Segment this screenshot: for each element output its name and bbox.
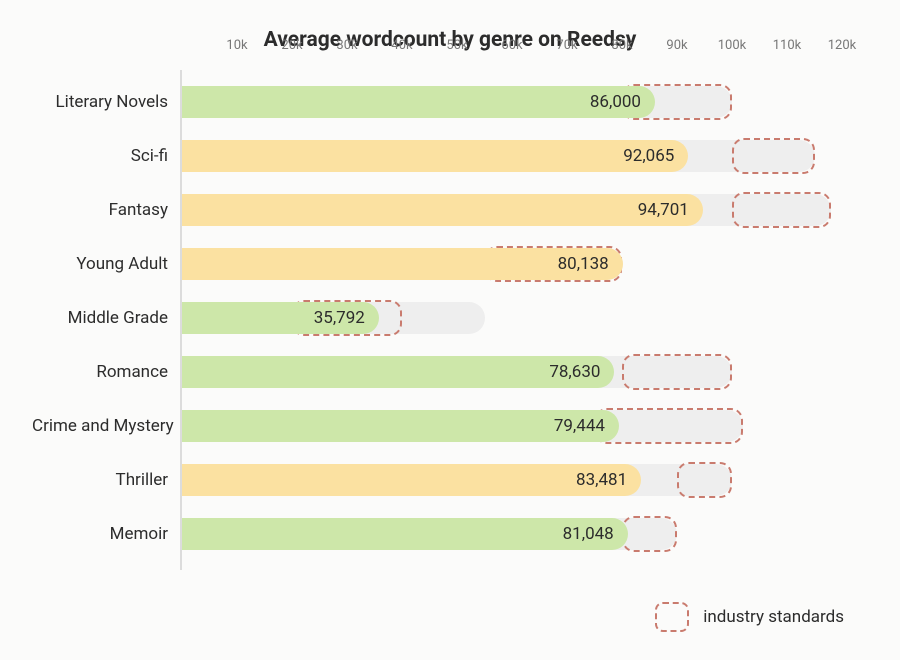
value-label: 80,138 bbox=[558, 254, 609, 274]
value-label: 86,000 bbox=[590, 92, 641, 112]
x-tick: 10k bbox=[226, 38, 247, 53]
x-tick: 90k bbox=[666, 38, 687, 53]
industry-standard-range bbox=[677, 462, 732, 498]
category-label: Memoir bbox=[32, 514, 182, 554]
chart-row: Young Adult80,138 bbox=[182, 244, 842, 284]
plot-area: 10k20k30k40k50k60k70k80k90k100k110k120k … bbox=[180, 70, 842, 570]
x-tick: 20k bbox=[281, 38, 302, 53]
x-tick: 80k bbox=[611, 38, 632, 53]
chart-row: Thriller83,481 bbox=[182, 460, 842, 500]
x-tick: 40k bbox=[391, 38, 412, 53]
x-axis-ticks: 10k20k30k40k50k60k70k80k90k100k110k120k bbox=[182, 38, 842, 62]
chart-row: Romance78,630 bbox=[182, 352, 842, 392]
chart-row: Crime and Mystery79,444 bbox=[182, 406, 842, 446]
value-label: 94,701 bbox=[638, 200, 689, 220]
value-bar: 81,048 bbox=[182, 518, 628, 550]
value-label: 81,048 bbox=[563, 524, 614, 544]
value-bar: 94,701 bbox=[182, 194, 703, 226]
x-tick: 110k bbox=[773, 38, 802, 53]
industry-standard-range bbox=[622, 354, 732, 390]
category-label: Crime and Mystery bbox=[32, 406, 182, 446]
value-bar: 92,065 bbox=[182, 140, 688, 172]
industry-standard-range bbox=[732, 192, 831, 228]
value-label: 35,792 bbox=[314, 308, 365, 328]
industry-standard-range bbox=[732, 138, 815, 174]
legend-label: industry standards bbox=[703, 607, 844, 627]
category-label: Middle Grade bbox=[32, 298, 182, 338]
x-tick: 30k bbox=[336, 38, 357, 53]
legend-swatch-industry-standards bbox=[655, 602, 689, 632]
x-tick: 70k bbox=[556, 38, 577, 53]
value-label: 78,630 bbox=[549, 362, 600, 382]
value-bar: 83,481 bbox=[182, 464, 641, 496]
chart-row: Sci-fi92,065 bbox=[182, 136, 842, 176]
chart-row: Literary Novels86,000 bbox=[182, 82, 842, 122]
category-label: Fantasy bbox=[32, 190, 182, 230]
value-bar: 86,000 bbox=[182, 86, 655, 118]
wordcount-chart: Average wordcount by genre on Reedsy 10k… bbox=[30, 28, 870, 632]
x-tick: 100k bbox=[718, 38, 747, 53]
category-label: Literary Novels bbox=[32, 82, 182, 122]
chart-row: Middle Grade35,792 bbox=[182, 298, 842, 338]
value-label: 83,481 bbox=[576, 470, 627, 490]
value-label: 79,444 bbox=[554, 416, 605, 436]
legend: industry standards bbox=[655, 602, 844, 632]
value-bar: 35,792 bbox=[182, 302, 379, 334]
x-tick: 50k bbox=[446, 38, 467, 53]
industry-standard-range bbox=[622, 516, 677, 552]
x-tick: 120k bbox=[828, 38, 857, 53]
x-tick: 60k bbox=[501, 38, 522, 53]
value-bar: 80,138 bbox=[182, 248, 623, 280]
category-label: Young Adult bbox=[32, 244, 182, 284]
value-bar: 79,444 bbox=[182, 410, 619, 442]
category-label: Sci-fi bbox=[32, 136, 182, 176]
chart-row: Fantasy94,701 bbox=[182, 190, 842, 230]
chart-row: Memoir81,048 bbox=[182, 514, 842, 554]
category-label: Romance bbox=[32, 352, 182, 392]
value-bar: 78,630 bbox=[182, 356, 614, 388]
value-label: 92,065 bbox=[623, 146, 674, 166]
category-label: Thriller bbox=[32, 460, 182, 500]
